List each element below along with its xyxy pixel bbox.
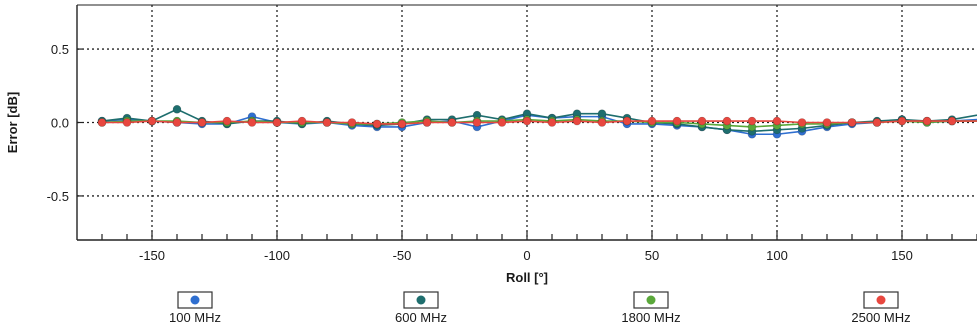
data-point — [447, 118, 457, 127]
legend-item: 100 MHz — [169, 291, 221, 325]
legend-swatch-marker — [416, 295, 426, 305]
data-point — [497, 118, 507, 127]
series-line — [101, 118, 977, 128]
data-point — [172, 104, 182, 114]
data-point — [597, 118, 607, 127]
x-tick-label: -50 — [393, 248, 412, 263]
x-tick-label: 150 — [891, 248, 913, 263]
data-point — [397, 119, 407, 129]
series-layer — [97, 104, 977, 139]
y-axis-title: Error [dB] — [5, 92, 20, 153]
y-tick-label: -0.5 — [47, 189, 69, 204]
legend-swatch-marker — [190, 295, 200, 305]
labels-layer: -150 -100 -50 0 50 100 150 0.5 0.0 -0.5 Roll [°] Er… — [5, 42, 913, 285]
legend-label: 1800 MHz — [621, 310, 680, 325]
legend-swatch-marker — [876, 295, 886, 305]
data-point — [747, 116, 757, 126]
data-point — [547, 118, 557, 127]
data-point — [272, 118, 282, 127]
data-point — [122, 118, 132, 127]
legend-label: 100 MHz — [169, 310, 221, 325]
data-point — [897, 116, 907, 126]
data-point — [372, 119, 382, 129]
legend-layer: 100 MHz 600 MHz 1800 MHz 2500 MHz — [169, 291, 911, 325]
x-tick-label: 0 — [523, 248, 530, 263]
data-point — [97, 118, 107, 127]
legend-item: 2500 MHz — [851, 291, 911, 325]
data-point — [797, 118, 807, 127]
data-point — [472, 118, 482, 127]
data-point — [947, 116, 957, 126]
data-point — [772, 116, 782, 126]
data-point — [872, 118, 882, 127]
data-point — [422, 118, 432, 127]
data-point — [197, 118, 207, 127]
data-point — [922, 116, 932, 126]
series-line — [102, 120, 977, 125]
data-point — [247, 118, 257, 127]
legend-label: 2500 MHz — [851, 310, 910, 325]
x-axis-title: Roll [°] — [506, 270, 548, 285]
legend-label: 600 MHz — [395, 310, 447, 325]
data-point — [672, 116, 682, 126]
data-point — [722, 116, 732, 126]
axes-layer — [76, 4, 977, 241]
data-point — [297, 116, 307, 126]
legend-swatch-marker — [646, 295, 656, 305]
data-point — [622, 116, 632, 126]
x-tick-label: -150 — [139, 248, 165, 263]
y-tick-label: 0.5 — [51, 42, 69, 57]
x-tick-label: -100 — [264, 248, 290, 263]
x-tick-label: 100 — [766, 248, 788, 263]
data-point — [147, 116, 157, 126]
x-tick-label: 50 — [645, 248, 659, 263]
legend-item: 1800 MHz — [621, 291, 681, 325]
data-point — [822, 118, 832, 127]
data-point — [347, 118, 357, 127]
data-point — [572, 116, 582, 126]
data-point — [222, 116, 232, 126]
data-point — [697, 116, 707, 126]
y-tick-label: 0.0 — [51, 116, 69, 131]
data-point — [597, 109, 607, 118]
series-line — [101, 114, 977, 136]
data-point — [322, 118, 332, 127]
data-point — [847, 118, 857, 127]
data-point — [172, 118, 182, 127]
data-point — [647, 116, 657, 126]
legend-item: 600 MHz — [395, 291, 447, 325]
data-point — [522, 116, 532, 126]
